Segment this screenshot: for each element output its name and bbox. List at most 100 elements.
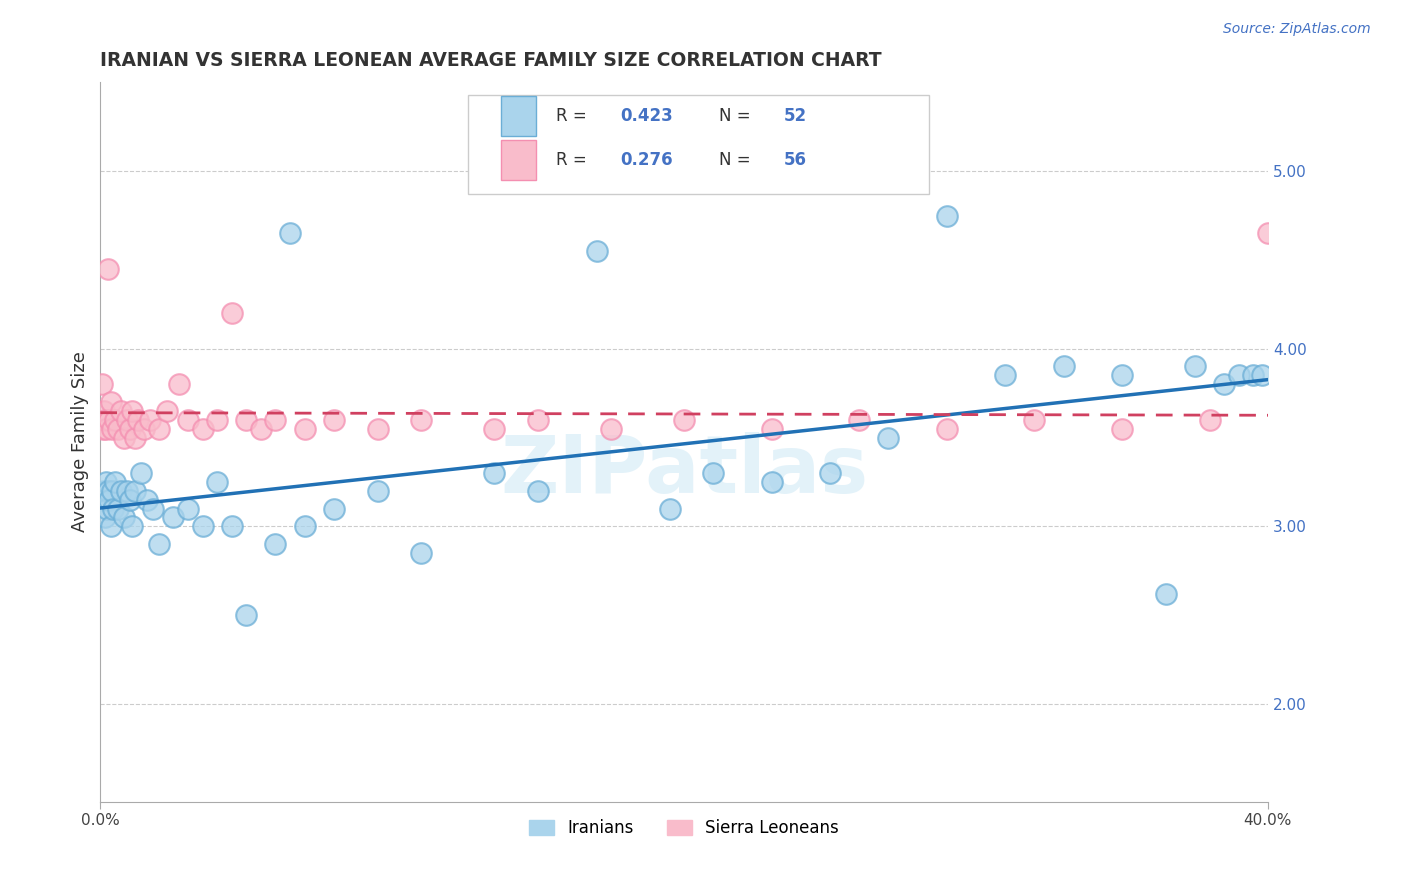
- FancyBboxPatch shape: [501, 140, 536, 180]
- Sierra Leoneans: [1301, 422, 1323, 436]
- Iranians: [877, 430, 900, 444]
- Sierra Leoneans: [205, 413, 228, 427]
- Iranians: [93, 483, 115, 498]
- Iranians: [1251, 368, 1274, 383]
- Iranians: [235, 608, 257, 623]
- Iranians: [527, 483, 550, 498]
- Text: 52: 52: [783, 107, 807, 125]
- Sierra Leoneans: [110, 404, 132, 418]
- Sierra Leoneans: [167, 377, 190, 392]
- Sierra Leoneans: [264, 413, 287, 427]
- FancyBboxPatch shape: [501, 96, 536, 136]
- Iranians: [191, 519, 214, 533]
- Sierra Leoneans: [367, 422, 389, 436]
- Text: Source: ZipAtlas.com: Source: ZipAtlas.com: [1223, 22, 1371, 37]
- Sierra Leoneans: [104, 413, 127, 427]
- Iranians: [136, 492, 159, 507]
- Sierra Leoneans: [221, 306, 243, 320]
- Sierra Leoneans: [191, 422, 214, 436]
- Iranians: [1213, 377, 1236, 392]
- Sierra Leoneans: [235, 413, 257, 427]
- Iranians: [1227, 368, 1250, 383]
- Text: R =: R =: [555, 107, 592, 125]
- Sierra Leoneans: [107, 422, 129, 436]
- Sierra Leoneans: [484, 422, 506, 436]
- Iranians: [112, 510, 135, 524]
- Text: N =: N =: [718, 151, 756, 169]
- Text: 56: 56: [783, 151, 807, 169]
- Iranians: [107, 501, 129, 516]
- Sierra Leoneans: [1344, 413, 1367, 427]
- Text: 0.276: 0.276: [620, 151, 672, 169]
- Iranians: [115, 483, 138, 498]
- Iranians: [110, 483, 132, 498]
- Sierra Leoneans: [118, 422, 141, 436]
- Iranians: [177, 501, 200, 516]
- Sierra Leoneans: [93, 413, 115, 427]
- Iranians: [935, 209, 957, 223]
- Sierra Leoneans: [101, 422, 124, 436]
- Y-axis label: Average Family Size: Average Family Size: [72, 351, 89, 533]
- Iranians: [264, 537, 287, 551]
- Sierra Leoneans: [156, 404, 179, 418]
- Text: R =: R =: [555, 151, 592, 169]
- Sierra Leoneans: [127, 413, 149, 427]
- Sierra Leoneans: [935, 422, 957, 436]
- Text: N =: N =: [718, 107, 756, 125]
- Iranians: [94, 475, 117, 489]
- Sierra Leoneans: [250, 422, 273, 436]
- Sierra Leoneans: [134, 422, 156, 436]
- Sierra Leoneans: [97, 261, 120, 276]
- Iranians: [162, 510, 184, 524]
- Text: 0.423: 0.423: [620, 107, 672, 125]
- Sierra Leoneans: [112, 430, 135, 444]
- Iranians: [148, 537, 170, 551]
- Iranians: [278, 227, 301, 241]
- Iranians: [1154, 587, 1177, 601]
- Iranians: [142, 501, 165, 516]
- Sierra Leoneans: [1024, 413, 1046, 427]
- Iranians: [585, 244, 607, 258]
- Iranians: [411, 546, 433, 560]
- Sierra Leoneans: [91, 422, 114, 436]
- Sierra Leoneans: [761, 422, 783, 436]
- Iranians: [93, 510, 115, 524]
- FancyBboxPatch shape: [468, 95, 929, 194]
- Iranians: [104, 475, 127, 489]
- Sierra Leoneans: [100, 395, 122, 409]
- Sierra Leoneans: [411, 413, 433, 427]
- Iranians: [101, 483, 124, 498]
- Iranians: [98, 492, 121, 507]
- Sierra Leoneans: [848, 413, 870, 427]
- Sierra Leoneans: [148, 422, 170, 436]
- Sierra Leoneans: [124, 430, 146, 444]
- Iranians: [118, 492, 141, 507]
- Iranians: [121, 519, 143, 533]
- Iranians: [124, 483, 146, 498]
- Legend: Iranians, Sierra Leoneans: Iranians, Sierra Leoneans: [523, 813, 846, 844]
- Sierra Leoneans: [294, 422, 316, 436]
- Iranians: [205, 475, 228, 489]
- Iranians: [129, 466, 152, 480]
- Iranians: [1241, 368, 1264, 383]
- Iranians: [1052, 359, 1074, 374]
- Sierra Leoneans: [139, 413, 162, 427]
- Iranians: [97, 483, 120, 498]
- Iranians: [818, 466, 841, 480]
- Iranians: [96, 501, 118, 516]
- Sierra Leoneans: [90, 377, 112, 392]
- Sierra Leoneans: [115, 413, 138, 427]
- Iranians: [658, 501, 681, 516]
- Iranians: [702, 466, 724, 480]
- Sierra Leoneans: [177, 413, 200, 427]
- Sierra Leoneans: [1257, 227, 1279, 241]
- Iranians: [103, 501, 125, 516]
- Iranians: [1184, 359, 1206, 374]
- Text: ZIPatlas: ZIPatlas: [501, 432, 869, 509]
- Iranians: [221, 519, 243, 533]
- Sierra Leoneans: [673, 413, 696, 427]
- Text: IRANIAN VS SIERRA LEONEAN AVERAGE FAMILY SIZE CORRELATION CHART: IRANIAN VS SIERRA LEONEAN AVERAGE FAMILY…: [100, 51, 882, 70]
- Iranians: [367, 483, 389, 498]
- Iranians: [994, 368, 1017, 383]
- Sierra Leoneans: [1198, 413, 1220, 427]
